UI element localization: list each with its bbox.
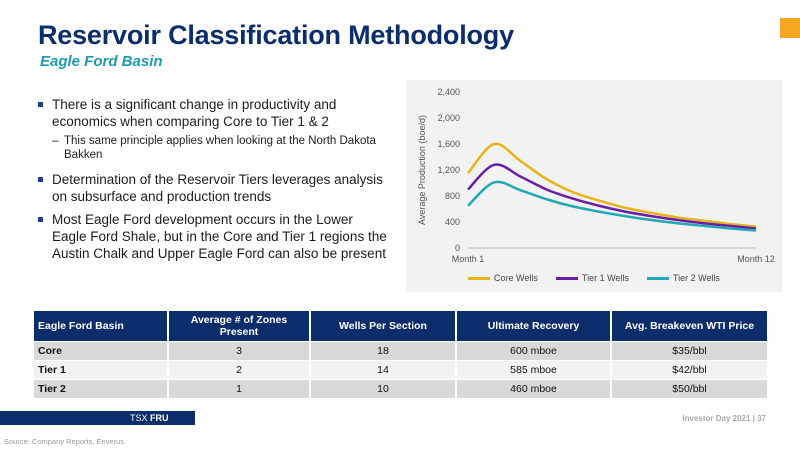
column-header: Average # of Zones Present — [168, 311, 311, 341]
column-header: Wells Per Section — [310, 311, 457, 341]
legend-label: Tier 2 Wells — [672, 273, 720, 283]
table-cell: $50/bbl — [611, 378, 767, 398]
y-tick-label: 800 — [445, 191, 460, 201]
column-header: Eagle Ford Basin — [34, 311, 169, 341]
column-header: Ultimate Recovery — [456, 311, 612, 341]
bullet-list: There is a significant change in product… — [38, 96, 388, 268]
table-cell: 2 — [168, 359, 311, 379]
table-cell: Core — [34, 340, 169, 360]
legend-item-core: Core Wells — [468, 273, 538, 283]
bullet-marker — [38, 217, 43, 222]
y-tick-label: 2,000 — [437, 113, 460, 123]
ticker-exchange: TSX — [130, 413, 148, 423]
table-row: Tier 2 1 10 460 mboe $50/bbl — [34, 378, 767, 398]
legend-item-tier1: Tier 1 Wells — [555, 273, 629, 283]
series-line-tier2 — [467, 180, 757, 232]
ticker-label: TSX FRU — [130, 413, 169, 423]
x-tick-label: Month 12 — [737, 254, 775, 264]
bullet-text: Most Eagle Ford development occurs in th… — [52, 212, 387, 261]
column-header: Avg. Breakeven WTI Price — [611, 311, 767, 341]
table-cell: 18 — [310, 340, 457, 360]
legend-swatch — [468, 276, 491, 280]
table-row: Core 3 18 600 mboe $35/bbl — [34, 340, 767, 360]
x-tick-label: Month 1 — [452, 254, 485, 264]
table-cell: Tier 2 — [34, 378, 169, 398]
ticker-symbol: FRU — [150, 413, 169, 423]
bullet-text: Determination of the Reservoir Tiers lev… — [52, 172, 383, 204]
legend-item-tier2: Tier 2 Wells — [646, 273, 720, 283]
sub-bullet-item: – This same principle applies when looki… — [38, 134, 388, 162]
bullet-item: There is a significant change in product… — [38, 96, 388, 130]
bullet-text: There is a significant change in product… — [52, 97, 337, 129]
bullet-item: Determination of the Reservoir Tiers lev… — [38, 171, 388, 205]
y-axis-label: Average Production (boe/d) — [417, 115, 427, 225]
table-cell: 1 — [168, 378, 311, 398]
chart-legend: Core Wells Tier 1 Wells Tier 2 Wells — [406, 273, 782, 283]
table-cell: 460 mboe — [456, 378, 612, 398]
y-tick-label: 0 — [455, 243, 460, 253]
chart-svg: 0 400 800 1,200 1,600 2,000 2,400 Average Produ… — [417, 87, 775, 264]
brand-accent-square — [780, 18, 800, 38]
legend-label: Tier 1 Wells — [581, 273, 629, 283]
source-note: Source: Company Reports, Enverus — [4, 437, 125, 446]
table-row: Tier 1 2 14 585 mboe $42/bbl — [34, 359, 767, 379]
table-cell: $42/bbl — [611, 359, 767, 379]
legend-swatch — [646, 276, 669, 280]
table-cell: 14 — [310, 359, 457, 379]
series-line-tier1 — [467, 163, 757, 230]
bullet-item: Most Eagle Ford development occurs in th… — [38, 211, 388, 262]
footer-bar — [0, 411, 195, 425]
table-cell: Tier 1 — [34, 359, 169, 379]
production-chart: 0 400 800 1,200 1,600 2,000 2,400 Average Produ… — [406, 80, 782, 292]
bullet-marker — [38, 177, 43, 182]
y-tick-label: 1,600 — [437, 139, 460, 149]
table-cell: 10 — [310, 378, 457, 398]
table-cell: 600 mboe — [456, 340, 612, 360]
page-title: Reservoir Classification Methodology — [38, 20, 514, 50]
table-header-row: Eagle Ford Basin Average # of Zones Pres… — [34, 311, 767, 341]
y-tick-label: 400 — [445, 217, 460, 227]
bullet-marker — [38, 102, 43, 107]
y-tick-label: 2,400 — [437, 87, 460, 97]
sub-bullet-marker: – — [52, 135, 59, 147]
table-cell: 3 — [168, 340, 311, 360]
table-cell: 585 mboe — [456, 359, 612, 379]
legend-swatch — [555, 276, 578, 280]
series-line-core — [467, 142, 757, 228]
legend-label: Core Wells — [494, 273, 538, 283]
tier-comparison-table: Eagle Ford Basin Average # of Zones Pres… — [34, 311, 767, 398]
sub-bullet-text: This same principle applies when looking… — [64, 135, 376, 161]
table-cell: $35/bbl — [611, 340, 767, 360]
y-tick-label: 1,200 — [437, 165, 460, 175]
page-subtitle: Eagle Ford Basin — [40, 53, 163, 70]
page-number: Investor Day 2021 | 37 — [682, 414, 766, 423]
